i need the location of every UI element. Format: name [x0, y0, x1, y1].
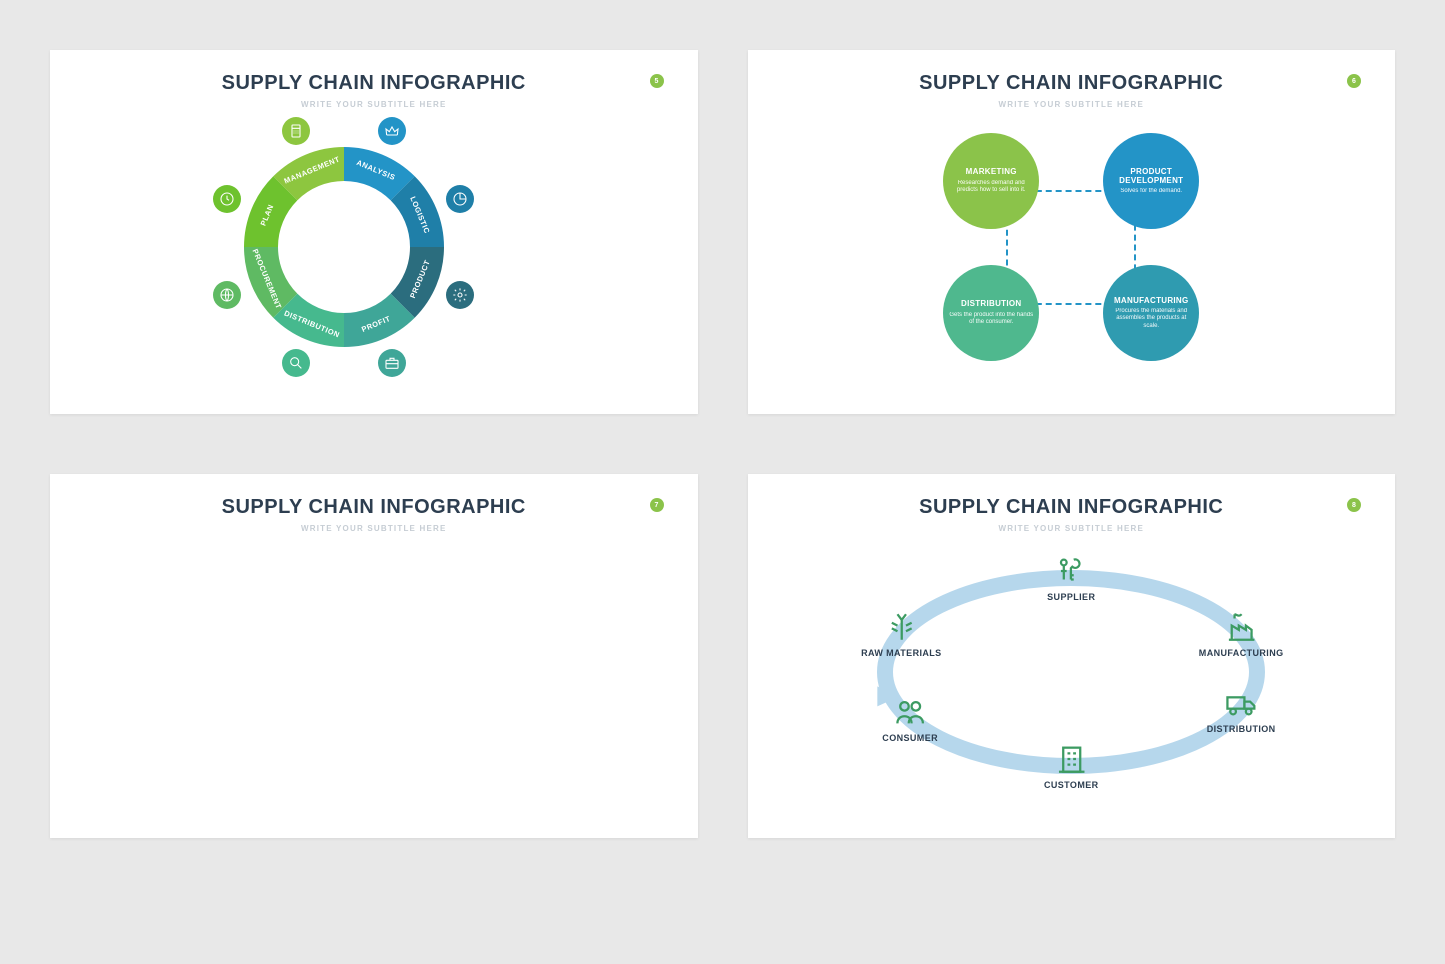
- slide-subtitle: WRITE YOUR SUBTITLE HERE: [78, 100, 670, 109]
- chevron-label: SUPPLY CHAIN MANAGEMENT: [206, 669, 307, 692]
- slide-grid: 5 SUPPLY CHAIN INFOGRAPHIC WRITE YOUR SU…: [50, 50, 1395, 838]
- page-number-badge: 7: [650, 498, 664, 512]
- cycle-node-supplier: SUPPLIER: [1047, 554, 1095, 602]
- chevron-step-4: PROMOTING DEMAND & UPTAKE: [419, 583, 552, 733]
- cycle-node-manufacturing: MANUFACTURING: [1199, 610, 1284, 658]
- building-icon: [1044, 742, 1099, 776]
- calendar-icon: [594, 625, 624, 657]
- cycle-node-distribution: DISTRIBUTION: [1207, 686, 1276, 734]
- bubble-product-development: PRODUCT DEVELOPMENT Solves for the demand…: [1103, 133, 1199, 229]
- bubble-distribution: DISTRIBUTION Gets the product into the ha…: [943, 265, 1039, 361]
- cycle-diagram: SUPPLIER MANUFACTURING DISTRIBUTION CUSTOME…: [776, 547, 1368, 797]
- page-number-badge: 5: [650, 74, 664, 88]
- chevron-label: PROMOTING DEMAND & UPTAKE: [441, 669, 542, 692]
- slide-subtitle: WRITE YOUR SUBTITLE HERE: [78, 524, 670, 533]
- page-number-badge: 6: [1347, 74, 1361, 88]
- chart-icon: [446, 185, 474, 213]
- tools-icon: [476, 625, 506, 657]
- gear-icon: [446, 281, 474, 309]
- chevron-label: POLICIES, PLANS & BUDGETS: [88, 669, 189, 692]
- chevron-step-3: DELIVERY ISSUES & BEST PRACTICES: [301, 583, 434, 733]
- bubble-desc: Procures the materials and assembles the…: [1109, 308, 1193, 331]
- cycle-node-label: SUPPLIER: [1047, 592, 1095, 602]
- calc-icon: [282, 117, 310, 145]
- chevron-label: DELIVERY ISSUES & BEST PRACTICES: [323, 669, 424, 692]
- cycle-node-customer: CUSTOMER: [1044, 742, 1099, 790]
- slide-1: 5 SUPPLY CHAIN INFOGRAPHIC WRITE YOUR SU…: [50, 50, 698, 414]
- bubble-title: DISTRIBUTION: [961, 299, 1022, 308]
- clock-icon: [213, 185, 241, 213]
- slide-title: SUPPLY CHAIN INFOGRAPHIC: [776, 72, 1368, 95]
- chevron-label: MONITORING & EVALUATION: [559, 669, 660, 692]
- slide-2: 6 SUPPLY CHAIN INFOGRAPHIC WRITE YOUR SU…: [748, 50, 1396, 414]
- bubble-diagram: MARKETING Researches demand and predicts …: [776, 127, 1368, 367]
- chevron-process: POLICIES, PLANS & BUDGETS SUPPLY CHAIN MA…: [78, 583, 670, 743]
- slide-3: 7 SUPPLY CHAIN INFOGRAPHIC WRITE YOUR SU…: [50, 474, 698, 838]
- chevron-step-2: SUPPLY CHAIN MANAGEMENT: [184, 583, 317, 733]
- keyperson-icon: [1047, 554, 1095, 588]
- slide-title: SUPPLY CHAIN INFOGRAPHIC: [78, 496, 670, 519]
- cycle-node-raw-materials: RAW MATERIALS: [861, 610, 942, 658]
- search-icon: [282, 349, 310, 377]
- cycle-node-consumer: CONSUMER: [882, 695, 938, 743]
- factory-icon: [1199, 610, 1284, 644]
- slide-4: 8 SUPPLY CHAIN INFOGRAPHIC WRITE YOUR SU…: [748, 474, 1396, 838]
- cycle-node-label: CUSTOMER: [1044, 780, 1099, 790]
- search-icon: [359, 625, 389, 657]
- briefcase-icon: [378, 349, 406, 377]
- bubble-title: MANUFACTURING: [1114, 296, 1189, 305]
- target-icon: [241, 625, 271, 657]
- truck-icon: [1207, 686, 1276, 720]
- slide-subtitle: WRITE YOUR SUBTITLE HERE: [776, 524, 1368, 533]
- key-icon: [123, 625, 153, 657]
- cycle-node-label: RAW MATERIALS: [861, 648, 942, 658]
- bubble-title: MARKETING: [966, 167, 1017, 176]
- bubble-desc: Researches demand and predicts how to se…: [949, 180, 1033, 195]
- ring-diagram: ANALYSISLOGISTICPRODUCTPROFITDISTRIBUTIO…: [48, 117, 640, 377]
- bubble-marketing: MARKETING Researches demand and predicts …: [943, 133, 1039, 229]
- bubble-desc: Solves for the demand.: [1120, 188, 1182, 196]
- crown-icon: [378, 117, 406, 145]
- slide-subtitle: WRITE YOUR SUBTITLE HERE: [776, 100, 1368, 109]
- bubble-title: PRODUCT DEVELOPMENT: [1109, 167, 1193, 185]
- cycle-node-label: CONSUMER: [882, 733, 938, 743]
- cycle-node-label: DISTRIBUTION: [1207, 724, 1276, 734]
- globe-icon: [213, 281, 241, 309]
- chevron-step-1: POLICIES, PLANS & BUDGETS: [78, 583, 199, 733]
- people-icon: [882, 695, 938, 729]
- bubble-desc: Gets the product into the hands of the c…: [949, 312, 1033, 327]
- wheat-icon: [861, 610, 942, 644]
- slide-title: SUPPLY CHAIN INFOGRAPHIC: [776, 496, 1368, 519]
- chevron-step-5: MONITORING & EVALUATION: [537, 583, 670, 733]
- bubble-manufacturing: MANUFACTURING Procures the materials and …: [1103, 265, 1199, 361]
- slide-title: SUPPLY CHAIN INFOGRAPHIC: [78, 72, 670, 95]
- cycle-node-label: MANUFACTURING: [1199, 648, 1284, 658]
